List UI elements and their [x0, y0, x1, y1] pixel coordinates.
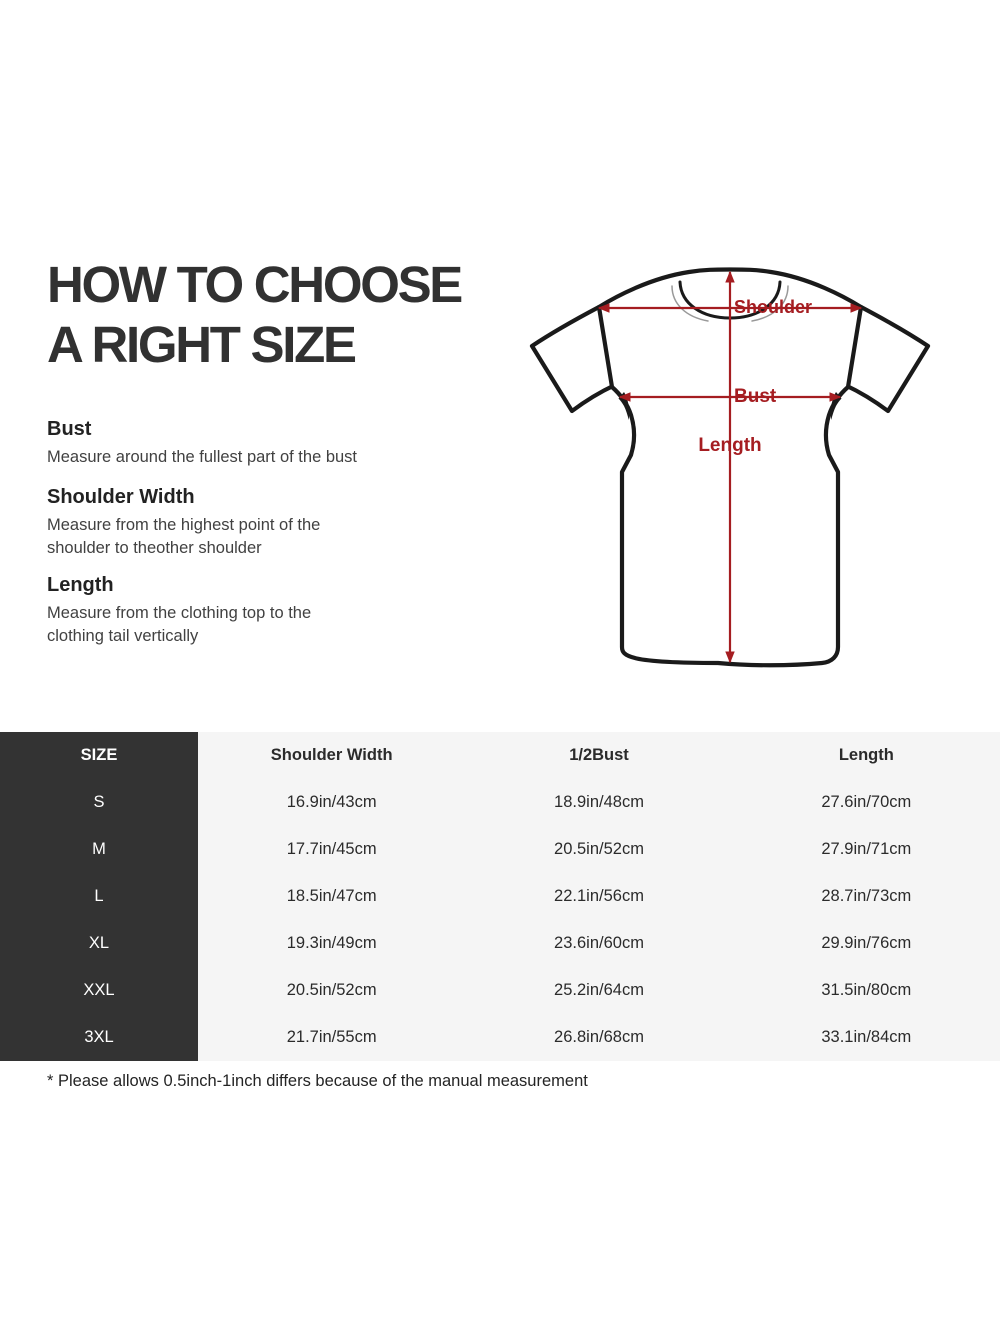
svg-text:Shoulder: Shoulder [734, 297, 812, 317]
svg-text:Bust: Bust [734, 386, 777, 407]
svg-text:Length: Length [698, 435, 761, 456]
